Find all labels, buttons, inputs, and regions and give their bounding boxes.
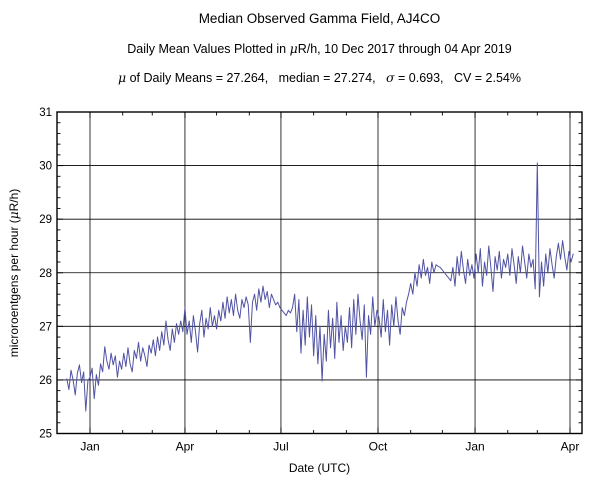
y-tick-label: 30	[39, 161, 52, 173]
y-tick-label: 27	[39, 321, 52, 333]
x-tick-label: Jan	[465, 440, 484, 454]
chart-stats: μ of Daily Means = 27.264, median = 27.2…	[117, 70, 522, 85]
y-tick-label: 28	[39, 268, 52, 280]
x-axis-label: Date (UTC)	[288, 461, 351, 475]
page-title: Median Observed Gamma Field, AJ4CO	[198, 11, 441, 26]
y-tick-label: 31	[39, 107, 52, 119]
x-tick-label: Jul	[273, 440, 288, 454]
y-tick-label: 25	[39, 429, 52, 441]
x-tick-label: Apr	[176, 440, 195, 454]
y-tick-label: 29	[39, 214, 52, 226]
chart-subtitle: Daily Mean Values Plotted in μR/h, 10 De…	[127, 41, 512, 56]
x-tick-label: Jan	[80, 440, 99, 454]
x-tick-label: Apr	[561, 440, 580, 454]
y-tick-label: 26	[39, 375, 52, 387]
x-tick-label: Oct	[369, 440, 388, 454]
plot-frame	[56, 111, 583, 435]
data-series-line	[66, 162, 574, 412]
